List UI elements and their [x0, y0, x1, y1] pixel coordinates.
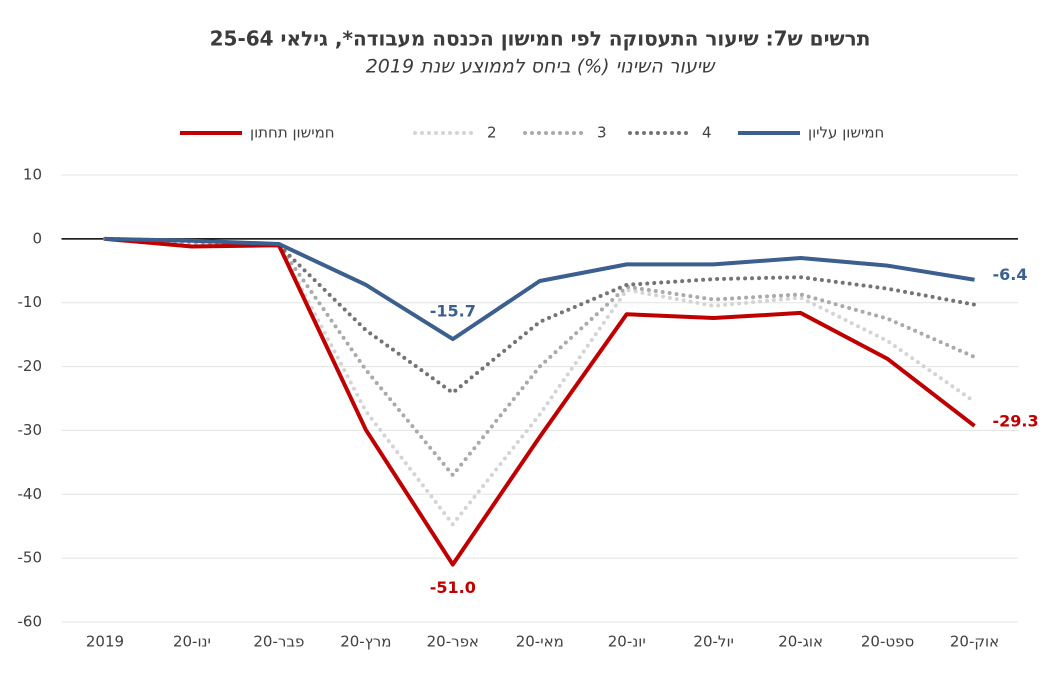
y-tick-label: -10: [18, 293, 43, 311]
x-tick-label: יול-20: [693, 633, 733, 651]
y-tick-label: -20: [18, 357, 43, 375]
x-tick-label: מרץ-20: [340, 633, 391, 651]
x-tick-label: אוק-20: [950, 633, 999, 651]
x-tick-label: ספט-20: [861, 633, 914, 651]
x-tick-label: אפר-20: [427, 633, 479, 651]
data-label: -6.4: [993, 265, 1028, 284]
x-tick-label: 2019: [86, 633, 124, 651]
x-tick-label: ינו-20: [173, 633, 211, 651]
y-tick-label: 10: [23, 166, 42, 184]
data-label: -29.3: [993, 411, 1039, 430]
legend-label: חמישון תחתון: [250, 124, 335, 142]
y-tick-label: 0: [32, 229, 42, 247]
x-tick-label: מאי-20: [516, 633, 564, 651]
x-tick-label: אוג-20: [778, 633, 823, 651]
y-tick-label: -40: [18, 485, 43, 503]
y-tick-label: -50: [18, 549, 43, 567]
chart-subtitle: שיעור השינוי (%) ביחס לממוצע שנת 2019: [366, 56, 716, 78]
legend-label: חמישון עליון: [808, 124, 884, 142]
series-line: [104, 236, 976, 567]
legend-label: 2: [487, 124, 497, 142]
data-label: -15.7: [430, 302, 476, 321]
legend-label: 4: [702, 124, 712, 142]
chart-title: תרשים ש7: שיעור התעסוקה לפי חמישון הכנסה…: [210, 27, 871, 51]
x-tick-label: פבר-20: [253, 633, 304, 651]
data-label: -51.0: [430, 578, 476, 597]
x-tick-label: יונ-20: [608, 633, 646, 651]
series-line: [104, 236, 975, 342]
y-tick-label: -60: [18, 613, 43, 631]
y-tick-label: -30: [18, 421, 43, 439]
legend-label: 3: [597, 124, 607, 142]
